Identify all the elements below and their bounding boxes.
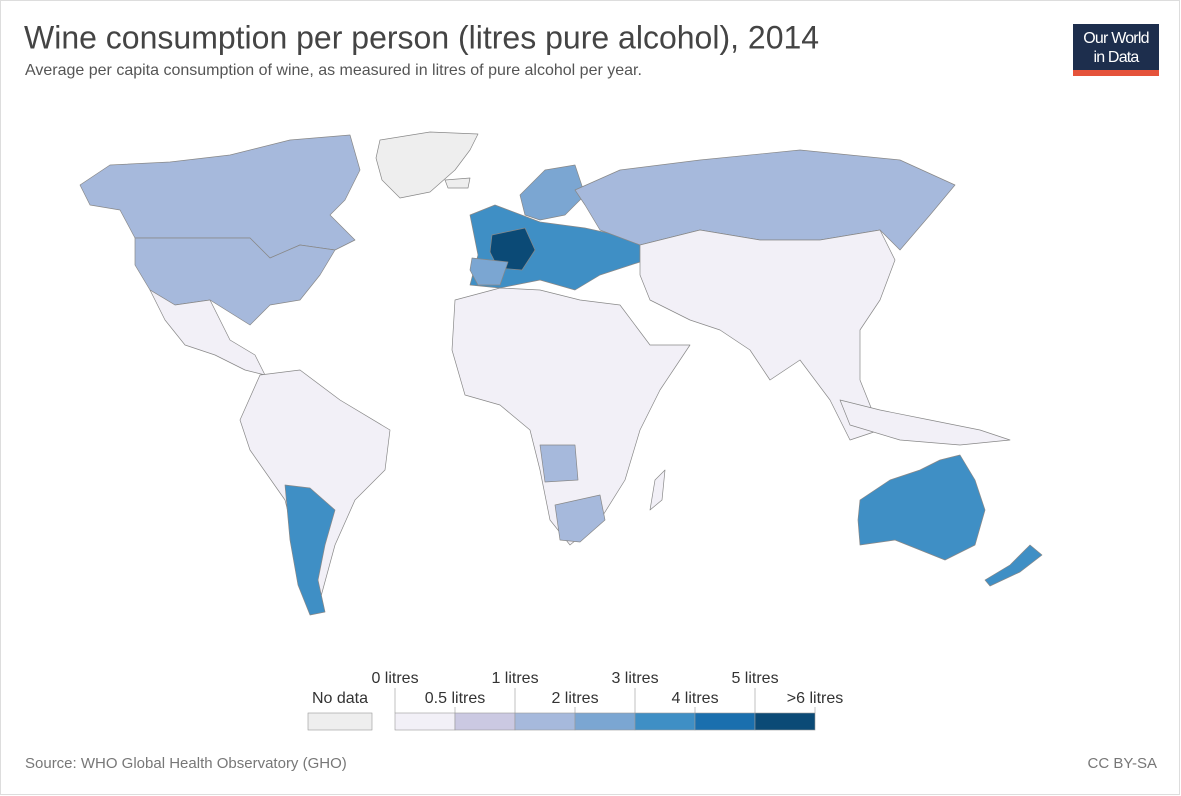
argentina [284, 484, 336, 616]
france [489, 227, 536, 271]
world-map [79, 131, 1043, 616]
australia [857, 454, 986, 561]
legend-label: 5 litres [731, 670, 778, 687]
legend-label: 3 litres [611, 670, 658, 687]
legend-swatch [754, 712, 816, 731]
indonesia [839, 399, 1011, 446]
logo-text: Our World [1083, 30, 1148, 47]
legend-swatch [574, 712, 636, 731]
legend-swatch [634, 712, 696, 731]
logo-text: in Data [1093, 49, 1139, 66]
logo: Our World in Data [1073, 24, 1159, 76]
title: Wine consumption per person (litres pure… [24, 19, 819, 55]
no-data-label: No data [312, 690, 368, 707]
iberia [469, 257, 509, 286]
legend-swatch [514, 712, 576, 731]
subtitle: Average per capita consumption of wine, … [25, 62, 642, 79]
legend-swatch [394, 712, 456, 731]
new-zealand [984, 544, 1043, 587]
logo-bar [1073, 70, 1159, 76]
no-data-swatch [307, 712, 373, 731]
angola [539, 444, 579, 483]
legend-label: 0 litres [371, 670, 418, 687]
iceland [444, 177, 471, 189]
canada [79, 134, 361, 259]
legend-swatch [454, 712, 516, 731]
south-america [239, 369, 391, 601]
africa [451, 287, 691, 546]
greenland [375, 131, 479, 199]
russia [574, 149, 956, 251]
license: CC BY-SA [1088, 755, 1157, 772]
asia [639, 229, 896, 441]
scandinavia [519, 164, 586, 221]
madagascar [649, 469, 666, 511]
legend-label: 0.5 litres [425, 690, 485, 707]
legend-label: 2 litres [551, 690, 598, 707]
south-africa [554, 494, 606, 543]
legend-label: >6 litres [787, 690, 843, 707]
legend-label: 1 litres [491, 670, 538, 687]
legend-label: 4 litres [671, 690, 718, 707]
source: Source: WHO Global Health Observatory (G… [25, 755, 347, 772]
legend-swatch [694, 712, 756, 731]
logo-box [1073, 24, 1159, 70]
